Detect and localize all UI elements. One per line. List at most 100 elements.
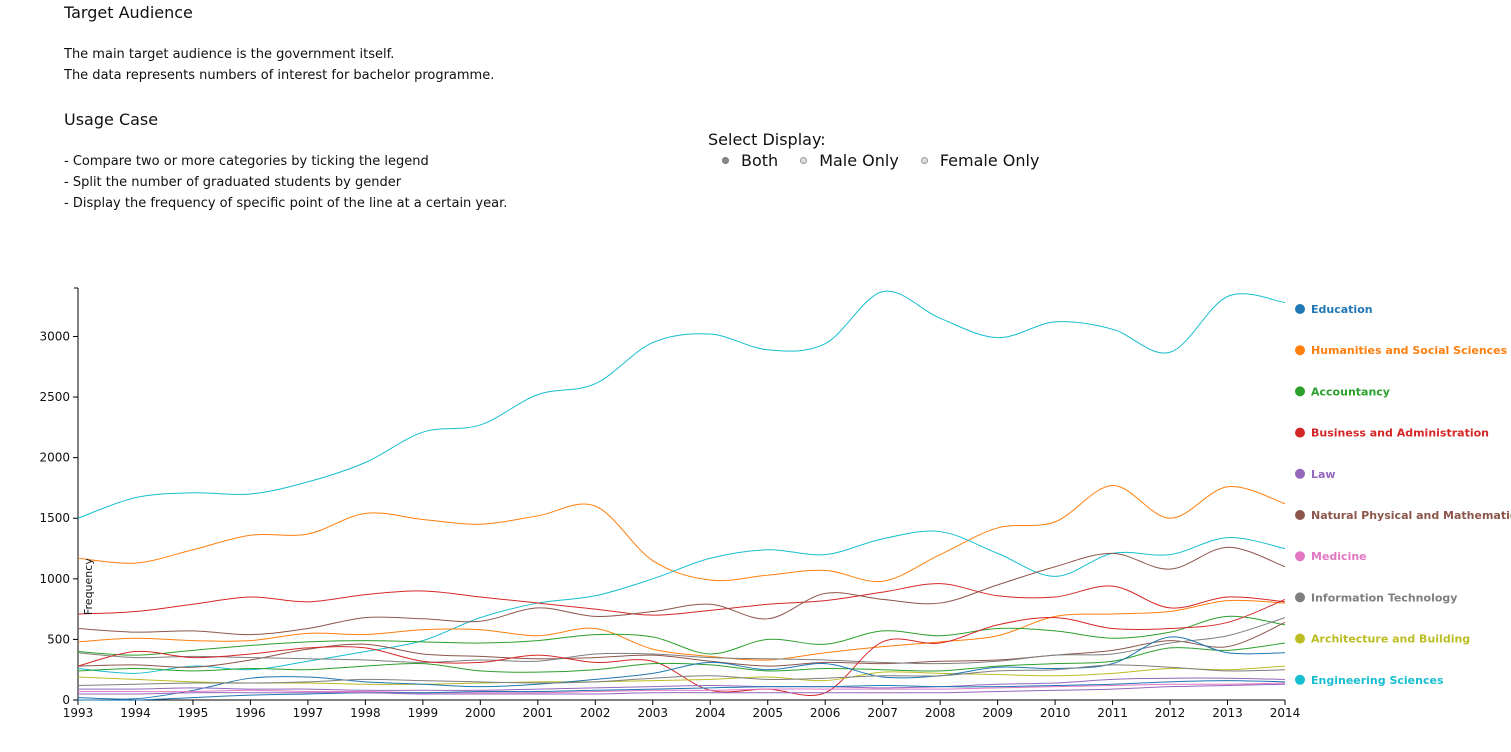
x-tick-label: 2010 (1040, 706, 1071, 720)
legend-label[interactable]: Humanities and Social Sciences (1311, 344, 1508, 357)
legend-item[interactable]: Accountancy (1295, 385, 1390, 398)
series-line[interactable] (77, 485, 1286, 583)
series-line[interactable] (77, 642, 1286, 673)
radio-female-only[interactable]: Female Only (920, 151, 1040, 170)
x-tick-label: 1995 (178, 706, 209, 720)
legend-marker[interactable] (1295, 386, 1305, 397)
x-tick-label: 2007 (867, 706, 898, 720)
radio-button-both[interactable] (722, 157, 729, 164)
legend-item[interactable]: Law (1295, 468, 1336, 481)
display-select-label: Select Display: (708, 130, 826, 149)
legend-item[interactable]: Architecture and Building (1295, 633, 1470, 646)
y-tick-label: 500 (47, 632, 70, 646)
target-audience-title: Target Audience (64, 3, 193, 22)
line-chart: 0 500 1000 1500 2000 2500 3000 1993 1994 1995 199… (39, 287, 1511, 720)
radio-both[interactable]: Both (722, 151, 778, 170)
x-tick-label: 2001 (523, 706, 554, 720)
legend-label[interactable]: Information Technology (1311, 591, 1457, 604)
display-radio-group: Both Male Only Female Only (722, 151, 1061, 170)
legend: Education Humanities and Social Sciences A… (1295, 303, 1511, 687)
legend-item[interactable]: Business and Administration (1295, 427, 1489, 440)
series-line[interactable] (77, 583, 1286, 616)
radio-male-only[interactable]: Male Only (800, 151, 899, 170)
x-tick-label: 1999 (408, 706, 439, 720)
x-tick-label: 2005 (752, 706, 783, 720)
y-axis: 0 500 1000 1500 2000 2500 3000 (39, 287, 79, 707)
y-axis-label: Frequency (82, 558, 95, 615)
series-line[interactable] (77, 617, 1286, 665)
y-tick-label: 3000 (39, 329, 70, 343)
usage-case-list: - Compare two or more categories by tick… (64, 151, 507, 214)
series-line[interactable] (77, 599, 1286, 661)
legend-label[interactable]: Law (1311, 468, 1336, 481)
legend-item[interactable]: Engineering Sciences (1295, 674, 1444, 687)
x-tick-label: 1996 (235, 706, 266, 720)
legend-item[interactable]: Medicine (1295, 550, 1367, 563)
x-tick-label: 2013 (1212, 706, 1243, 720)
x-tick-label: 1994 (120, 706, 151, 720)
series-line[interactable] (77, 290, 1286, 519)
legend-item[interactable]: Humanities and Social Sciences (1295, 344, 1508, 357)
legend-item[interactable]: Natural Physical and Mathematical (1295, 509, 1511, 522)
x-tick-label: 2003 (637, 706, 668, 720)
legend-label[interactable]: Medicine (1311, 550, 1367, 563)
legend-marker[interactable] (1295, 592, 1305, 603)
x-tick-label: 2004 (695, 706, 726, 720)
series-line[interactable] (77, 530, 1286, 674)
y-tick-label: 1000 (39, 572, 70, 586)
series-line[interactable] (77, 677, 1286, 691)
series-line[interactable] (77, 621, 1286, 668)
target-line: The main target audience is the governme… (64, 47, 395, 62)
x-tick-label: 2012 (1155, 706, 1186, 720)
usage-line: - Split the number of graduated students… (64, 175, 402, 190)
radio-label-female-only: Female Only (939, 151, 1040, 170)
legend-label[interactable]: Accountancy (1311, 385, 1390, 398)
legend-marker[interactable] (1295, 345, 1305, 356)
x-axis: 1993 1994 1995 1996 1997 1998 1999 2000 2001 2002… (63, 699, 1301, 720)
y-tick-label: 0 (62, 693, 70, 707)
x-tick-label: 1997 (293, 706, 324, 720)
x-tick-label: 2014 (1270, 706, 1301, 720)
series-line[interactable] (77, 680, 1286, 701)
target-line: The data represents numbers of interest … (64, 68, 495, 83)
legend-marker[interactable] (1295, 510, 1305, 520)
usage-case-title: Usage Case (64, 110, 159, 129)
series-line[interactable] (78, 682, 1286, 694)
x-tick-label: 1998 (350, 706, 381, 720)
x-tick-label: 2006 (810, 706, 841, 720)
legend-item[interactable]: Information Technology (1295, 591, 1457, 604)
usage-line: - Display the frequency of specific poin… (64, 196, 508, 211)
usage-line: - Compare two or more categories by tick… (64, 154, 429, 169)
legend-marker[interactable] (1295, 633, 1305, 644)
legend-marker[interactable] (1295, 304, 1305, 314)
radio-button-female-only[interactable] (920, 157, 928, 164)
series-line[interactable] (77, 683, 1286, 695)
y-tick-label: 2000 (39, 451, 70, 465)
legend-label[interactable]: Education (1311, 303, 1373, 316)
x-tick-label: 2008 (925, 706, 956, 720)
legend-marker[interactable] (1295, 468, 1305, 479)
legend-label[interactable]: Engineering Sciences (1311, 674, 1444, 687)
legend-label[interactable]: Natural Physical and Mathematical (1311, 509, 1511, 522)
legend-label[interactable]: Business and Administration (1311, 427, 1489, 440)
radio-label-male-only: Male Only (819, 151, 899, 170)
legend-marker[interactable] (1295, 674, 1305, 685)
legend-item[interactable]: Education (1295, 303, 1373, 316)
radio-button-male-only[interactable] (800, 157, 808, 164)
y-tick-label: 2500 (39, 390, 70, 404)
series-line[interactable] (77, 664, 1286, 686)
legend-label[interactable]: Architecture and Building (1311, 633, 1470, 646)
x-tick-label: 1993 (63, 706, 94, 720)
series-lines (77, 290, 1286, 701)
x-tick-label: 2011 (1097, 706, 1128, 720)
target-audience-text: The main target audience is the governme… (64, 44, 494, 86)
series-line[interactable] (77, 636, 1286, 700)
legend-marker[interactable] (1295, 427, 1305, 438)
legend-marker[interactable] (1295, 551, 1305, 562)
x-tick-label: 2000 (465, 706, 496, 720)
series-line[interactable] (77, 546, 1286, 636)
y-tick-label: 1500 (39, 511, 70, 525)
radio-label-both: Both (741, 151, 779, 170)
series-line[interactable] (77, 615, 1286, 656)
display-select: Select Display: Both Male Only Female On… (708, 130, 1061, 170)
